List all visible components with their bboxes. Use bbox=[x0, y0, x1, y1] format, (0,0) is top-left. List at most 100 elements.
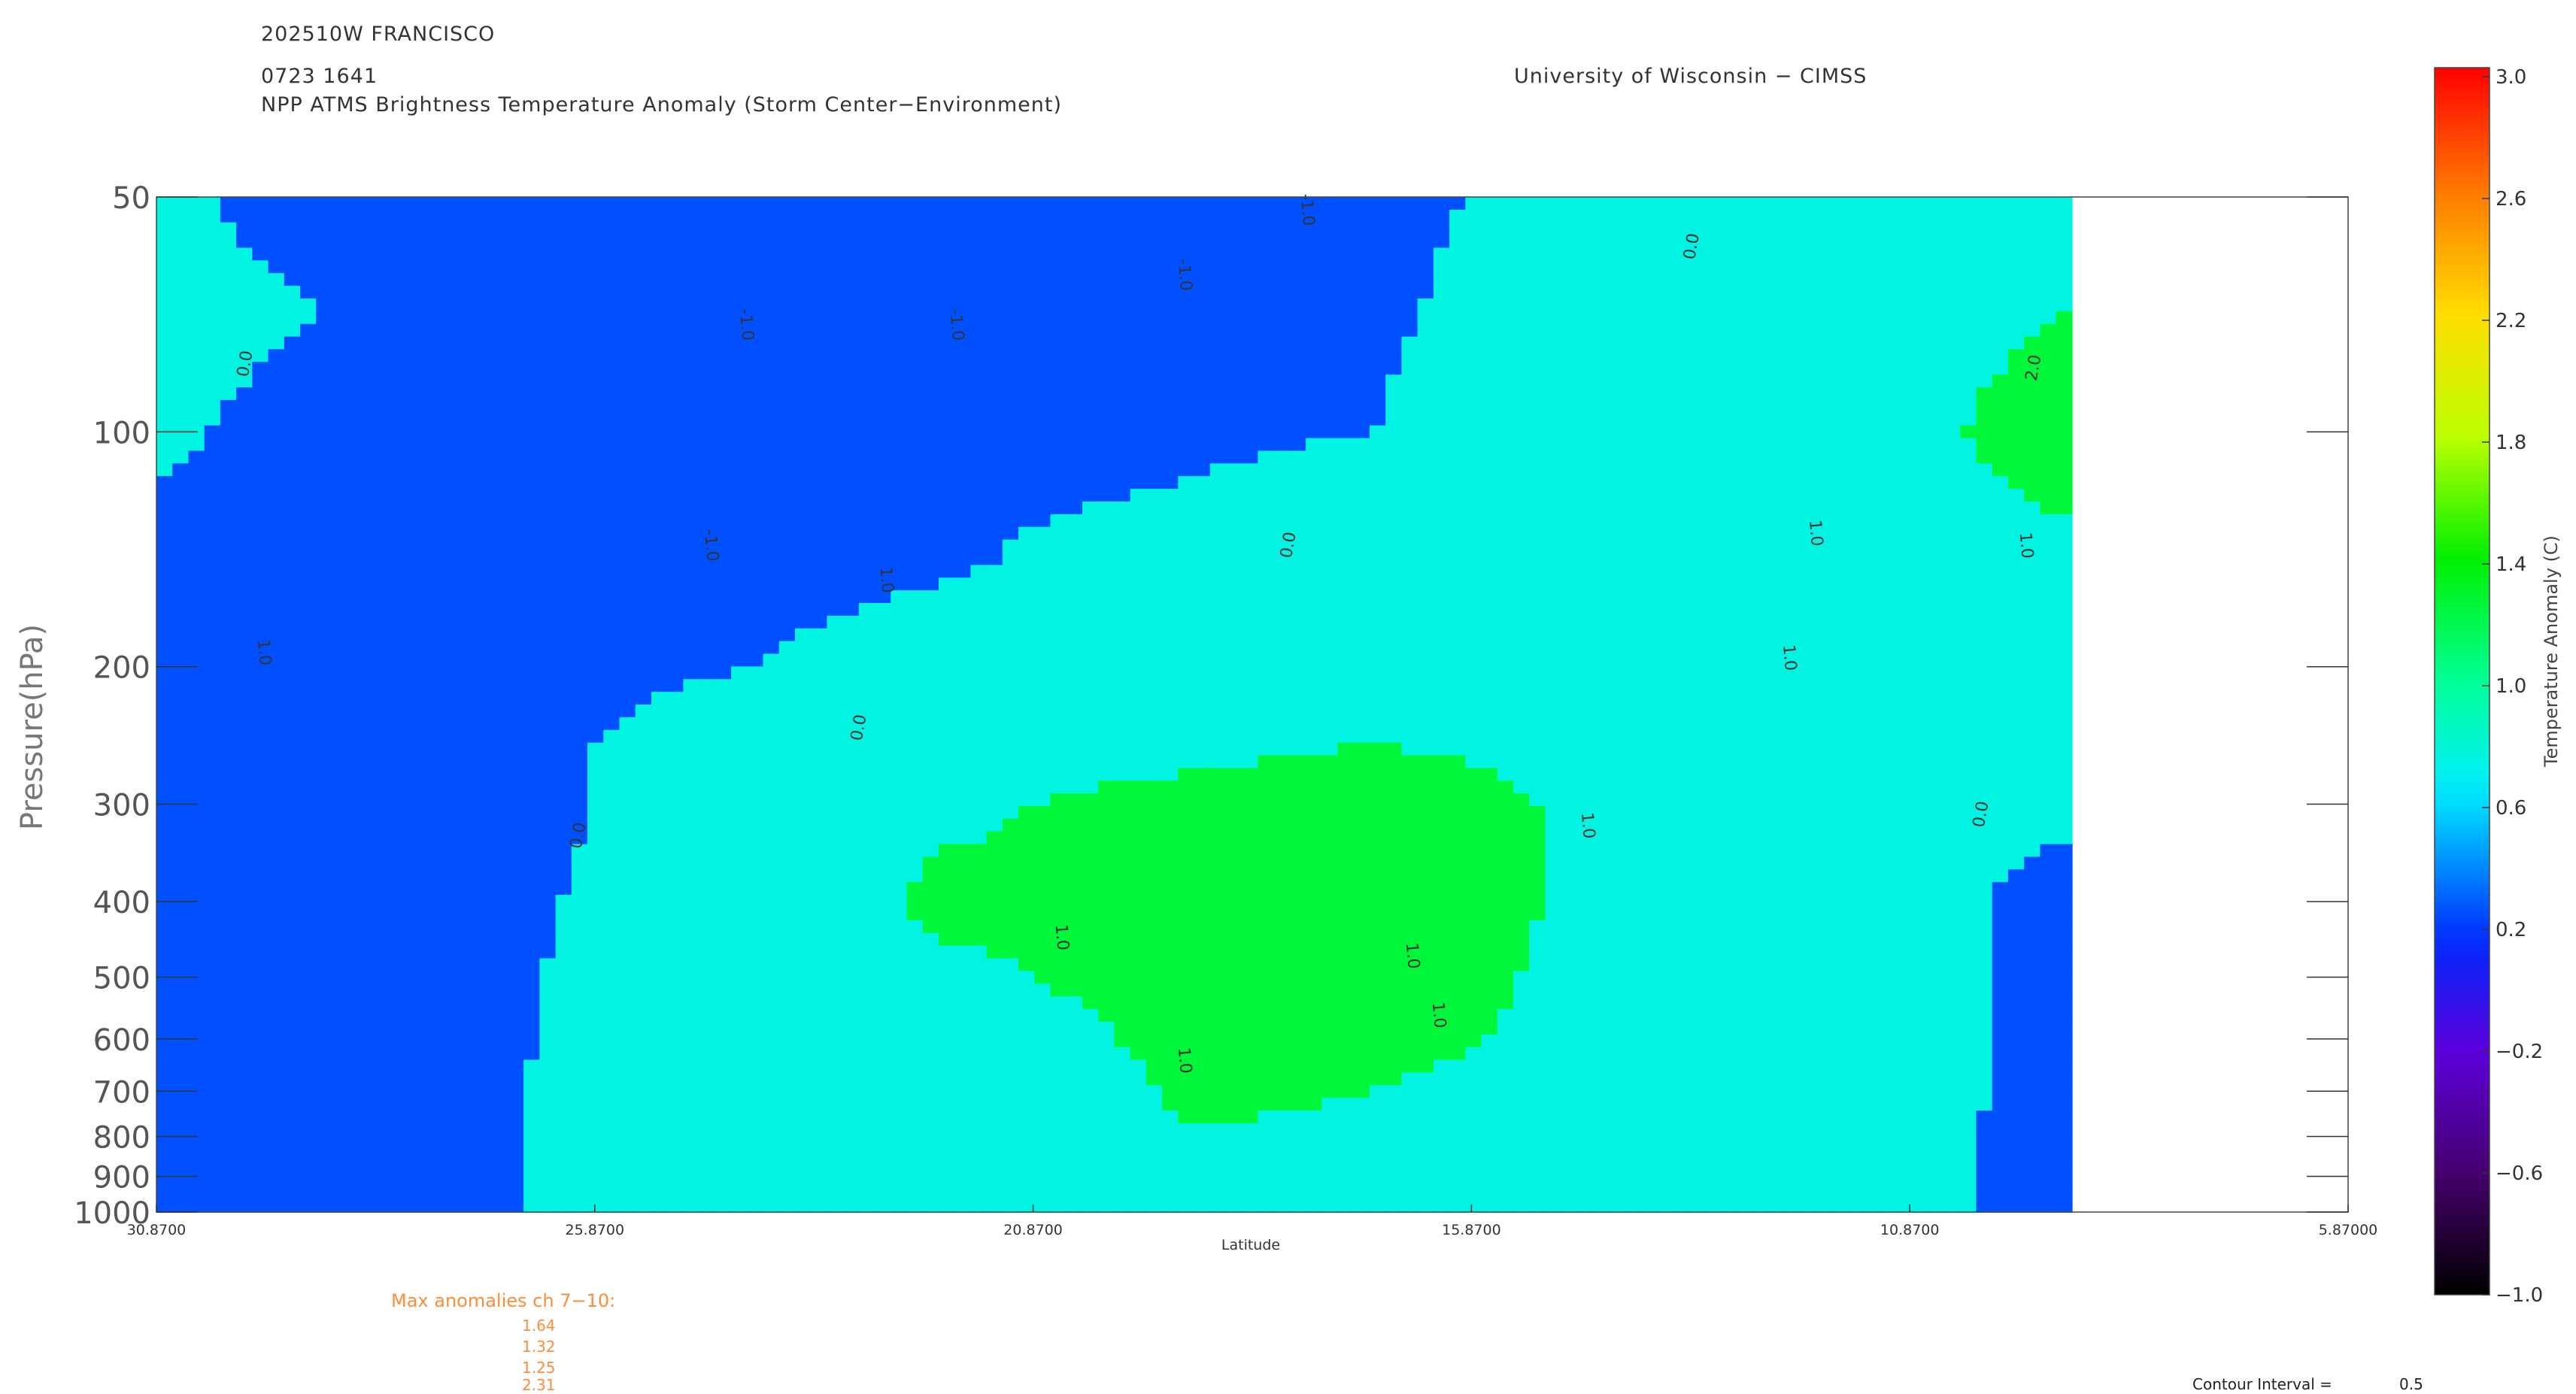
anomaly-cell bbox=[172, 514, 190, 528]
anomaly-cell bbox=[1098, 438, 1115, 452]
anomaly-cell bbox=[427, 247, 445, 262]
anomaly-cell bbox=[651, 793, 668, 807]
anomaly-cell bbox=[842, 222, 860, 236]
anomaly-cell bbox=[1018, 476, 1036, 489]
anomaly-cell bbox=[236, 1135, 253, 1150]
anomaly-cell bbox=[236, 247, 253, 262]
anomaly-cell bbox=[763, 895, 780, 908]
anomaly-cell bbox=[603, 856, 620, 871]
anomaly-cell bbox=[363, 247, 381, 262]
anomaly-cell bbox=[651, 1123, 668, 1137]
anomaly-cell bbox=[252, 235, 269, 249]
anomaly-cell bbox=[1066, 666, 1083, 680]
anomaly-cell bbox=[1002, 882, 1019, 895]
anomaly-cell bbox=[1130, 1186, 1147, 1200]
anomaly-cell bbox=[363, 615, 381, 629]
anomaly-cell bbox=[444, 1021, 461, 1035]
anomaly-cell bbox=[347, 666, 365, 680]
anomaly-cell bbox=[906, 235, 924, 249]
anomaly-cell bbox=[699, 502, 716, 515]
anomaly-cell bbox=[1002, 844, 1019, 858]
anomaly-cell bbox=[252, 831, 269, 845]
anomaly-cell bbox=[204, 818, 221, 832]
anomaly-cell bbox=[1050, 958, 1067, 972]
anomaly-cell bbox=[891, 539, 908, 553]
anomaly-cell bbox=[172, 502, 190, 515]
anomaly-cell bbox=[731, 590, 748, 604]
anomaly-cell bbox=[811, 1085, 828, 1099]
anomaly-cell bbox=[778, 831, 796, 845]
anomaly-cell bbox=[731, 362, 748, 376]
anomaly-cell bbox=[555, 742, 572, 756]
anomaly-cell bbox=[491, 1085, 508, 1099]
anomaly-cell bbox=[1114, 793, 1131, 807]
anomaly-cell bbox=[635, 209, 652, 223]
anomaly-cell bbox=[491, 1148, 508, 1162]
anomaly-cell bbox=[667, 311, 684, 325]
anomaly-cell bbox=[539, 755, 557, 769]
anomaly-cell bbox=[555, 565, 572, 579]
anomaly-cell bbox=[970, 705, 988, 718]
anomaly-cell bbox=[1098, 514, 1115, 528]
anomaly-cell bbox=[268, 666, 285, 680]
anomaly-cell bbox=[1018, 793, 1036, 807]
anomaly-cell bbox=[427, 615, 445, 629]
anomaly-cell bbox=[827, 908, 844, 921]
anomaly-cell bbox=[794, 920, 812, 934]
anomaly-cell bbox=[794, 768, 812, 782]
anomaly-cell bbox=[875, 577, 892, 591]
anomaly-cell bbox=[699, 1047, 716, 1061]
anomaly-cell bbox=[347, 932, 365, 947]
anomaly-cell bbox=[699, 653, 716, 668]
anomaly-cell bbox=[236, 286, 253, 299]
anomaly-cell bbox=[667, 1085, 684, 1099]
anomaly-cell bbox=[380, 679, 397, 692]
anomaly-cell bbox=[667, 856, 684, 871]
anomaly-cell bbox=[571, 818, 588, 832]
anomaly-cell bbox=[268, 247, 285, 262]
anomaly-cell bbox=[778, 971, 796, 985]
anomaly-cell bbox=[827, 920, 844, 934]
anomaly-cell bbox=[411, 653, 429, 668]
anomaly-cell bbox=[954, 666, 972, 680]
anomaly-cell bbox=[603, 273, 620, 286]
anomaly-cell bbox=[539, 742, 557, 756]
anomaly-cell bbox=[938, 539, 955, 553]
anomaly-cell bbox=[427, 679, 445, 692]
anomaly-cell bbox=[444, 844, 461, 858]
anomaly-cell bbox=[444, 1186, 461, 1200]
anomaly-field bbox=[156, 197, 2073, 1213]
anomaly-cell bbox=[747, 895, 764, 908]
anomaly-cell bbox=[363, 1098, 381, 1111]
anomaly-cell bbox=[1066, 298, 1083, 312]
anomaly-cell bbox=[683, 996, 700, 1010]
anomaly-cell bbox=[252, 1021, 269, 1035]
anomaly-cell bbox=[699, 1034, 716, 1048]
anomaly-cell bbox=[651, 400, 668, 414]
anomaly-cell bbox=[811, 336, 828, 350]
anomaly-cell bbox=[252, 1111, 269, 1124]
anomaly-cell bbox=[986, 705, 1003, 718]
anomaly-cell bbox=[891, 831, 908, 845]
anomaly-cell bbox=[172, 463, 190, 477]
anomaly-cell bbox=[842, 818, 860, 832]
anomaly-cell bbox=[1145, 489, 1163, 502]
anomaly-cell bbox=[891, 1085, 908, 1099]
anomaly-cell bbox=[715, 1161, 732, 1175]
anomaly-cell bbox=[444, 628, 461, 642]
anomaly-cell bbox=[460, 996, 477, 1010]
anomaly-cell bbox=[523, 856, 541, 871]
anomaly-cell bbox=[1098, 412, 1115, 426]
anomaly-cell bbox=[427, 489, 445, 502]
anomaly-cell bbox=[1082, 1123, 1099, 1137]
anomaly-cell bbox=[731, 476, 748, 489]
anomaly-cell bbox=[1114, 742, 1131, 756]
anomaly-cell bbox=[396, 908, 413, 921]
anomaly-cell bbox=[300, 768, 317, 782]
anomaly-cell bbox=[1034, 489, 1051, 502]
anomaly-cell bbox=[715, 1009, 732, 1023]
anomaly-cell bbox=[667, 615, 684, 629]
anomaly-cell bbox=[300, 311, 317, 325]
anomaly-cell bbox=[1114, 603, 1131, 617]
anomaly-cell bbox=[603, 323, 620, 338]
